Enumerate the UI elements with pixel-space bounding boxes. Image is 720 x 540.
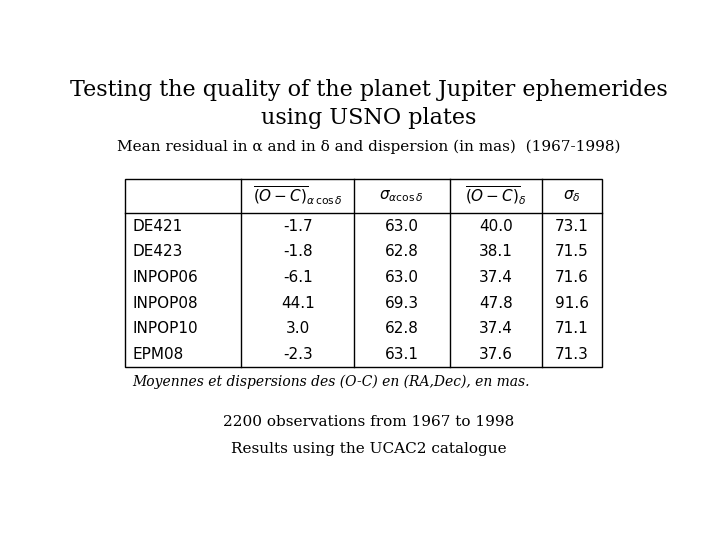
Text: 73.1: 73.1 [555, 219, 589, 234]
Text: INPOP06: INPOP06 [132, 270, 199, 285]
Text: 69.3: 69.3 [384, 296, 418, 310]
Text: DE423: DE423 [132, 245, 183, 259]
Text: $\sigma_{\alpha\cos\delta}$: $\sigma_{\alpha\cos\delta}$ [379, 188, 424, 204]
Text: Moyennes et dispersions des (O-C) en (RA,Dec), en mas.: Moyennes et dispersions des (O-C) en (RA… [132, 374, 530, 389]
Text: -1.7: -1.7 [283, 219, 312, 234]
Text: -6.1: -6.1 [283, 270, 312, 285]
Text: 37.6: 37.6 [479, 347, 513, 362]
Text: 71.1: 71.1 [555, 321, 589, 336]
Text: 38.1: 38.1 [480, 245, 513, 259]
Text: INPOP08: INPOP08 [132, 296, 198, 310]
Text: 2200 observations from 1967 to 1998: 2200 observations from 1967 to 1998 [223, 415, 515, 429]
Text: 37.4: 37.4 [480, 270, 513, 285]
Text: 62.8: 62.8 [384, 245, 418, 259]
Text: $\overline{(O-C)}_{\delta}$: $\overline{(O-C)}_{\delta}$ [465, 185, 527, 207]
Text: -1.8: -1.8 [283, 245, 312, 259]
Text: 44.1: 44.1 [281, 296, 315, 310]
Text: 3.0: 3.0 [286, 321, 310, 336]
Text: 63.1: 63.1 [384, 347, 418, 362]
Text: 47.8: 47.8 [480, 296, 513, 310]
Text: Testing the quality of the planet Jupiter ephemerides: Testing the quality of the planet Jupite… [70, 79, 668, 100]
Text: 40.0: 40.0 [480, 219, 513, 234]
Text: Mean residual in α and in δ and dispersion (in mas)  (1967-1998): Mean residual in α and in δ and dispersi… [117, 139, 621, 154]
Text: 71.5: 71.5 [555, 245, 589, 259]
Text: 71.6: 71.6 [555, 270, 589, 285]
Text: using USNO plates: using USNO plates [261, 107, 477, 129]
Text: 62.8: 62.8 [384, 321, 418, 336]
Text: 71.3: 71.3 [555, 347, 589, 362]
Text: 63.0: 63.0 [384, 219, 418, 234]
Text: Results using the UCAC2 catalogue: Results using the UCAC2 catalogue [231, 442, 507, 456]
Text: $\overline{(O-C)}_{\alpha\,\cos\delta}$: $\overline{(O-C)}_{\alpha\,\cos\delta}$ [253, 185, 343, 207]
Text: 91.6: 91.6 [555, 296, 589, 310]
Text: DE421: DE421 [132, 219, 183, 234]
Text: 63.0: 63.0 [384, 270, 418, 285]
Text: -2.3: -2.3 [283, 347, 312, 362]
Text: INPOP10: INPOP10 [132, 321, 198, 336]
Text: 37.4: 37.4 [480, 321, 513, 336]
Text: $\sigma_{\delta}$: $\sigma_{\delta}$ [563, 188, 581, 204]
Text: EPM08: EPM08 [132, 347, 184, 362]
